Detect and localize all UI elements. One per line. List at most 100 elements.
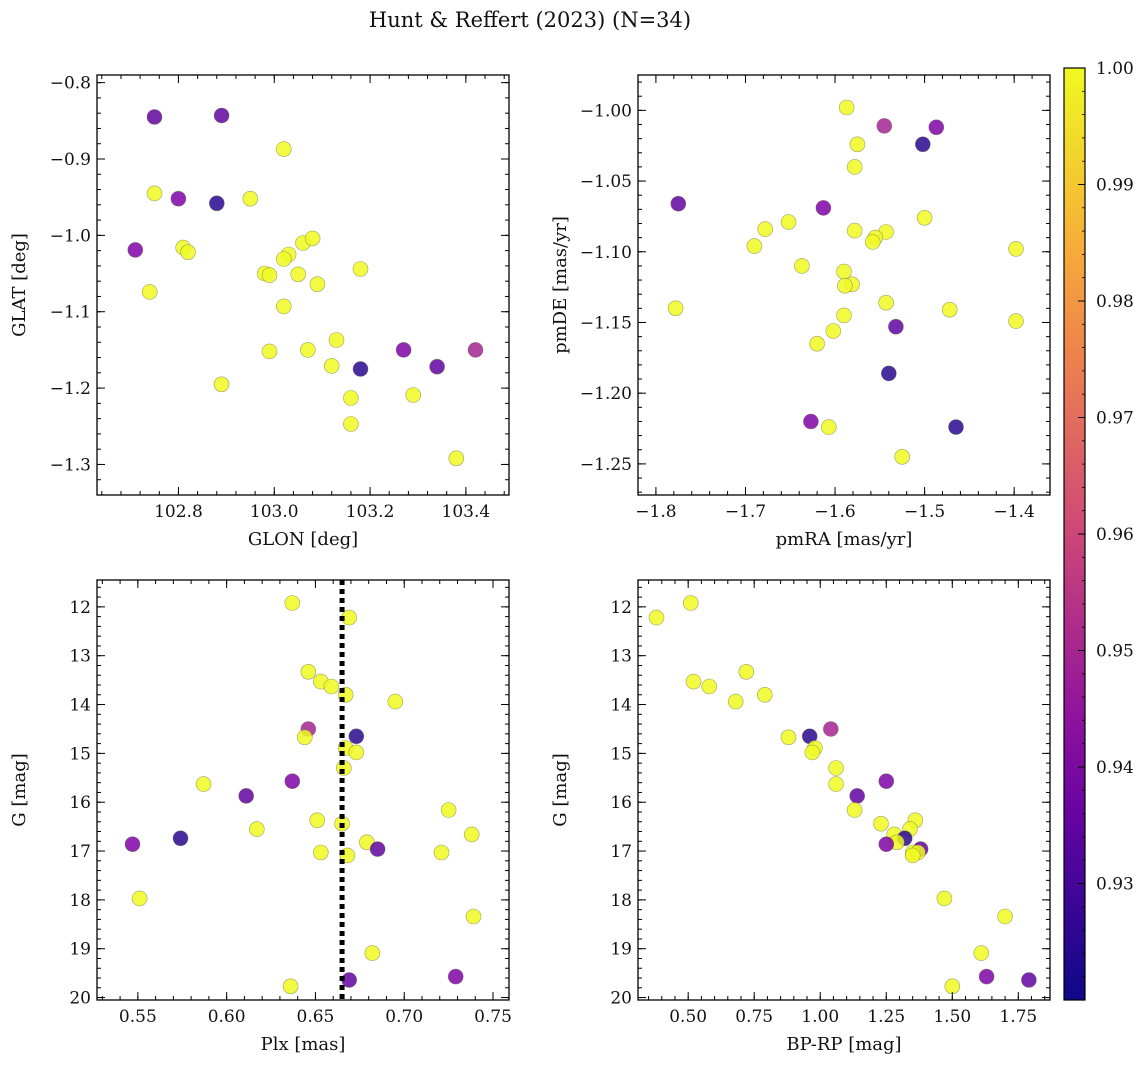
data-point <box>348 728 365 745</box>
y-tick-label: −1.1 <box>50 303 91 323</box>
y-tick-label: 13 <box>610 647 632 667</box>
data-point <box>837 277 853 294</box>
data-point <box>822 721 839 737</box>
data-point <box>803 413 819 430</box>
data-point <box>685 673 702 690</box>
data-point <box>284 773 301 790</box>
panel-glon-glat: 102.8 103.0 103.2 103.4 −0.8 −0.9 −1.0 −1.1 −1.2… <box>9 74 510 550</box>
data-point <box>849 788 866 804</box>
data-point <box>343 416 359 432</box>
y-tick-label: −1.3 <box>50 455 91 475</box>
x-tick-label: −1.6 <box>814 502 855 522</box>
data-point <box>878 294 894 311</box>
data-point <box>309 276 326 293</box>
data-point <box>738 663 755 680</box>
data-point <box>756 686 773 703</box>
ticks <box>97 580 509 1000</box>
data-point <box>275 141 292 157</box>
colorbar-tick-label: 0.95 <box>1096 642 1134 662</box>
data-point <box>948 419 964 435</box>
data-point <box>836 263 852 280</box>
y-tick-label: 20 <box>69 989 91 1009</box>
x-axis-label: Plx [mas] <box>261 1034 346 1055</box>
data-point <box>864 234 881 250</box>
data-point <box>131 890 148 907</box>
x-tick-label: −1.4 <box>994 502 1035 522</box>
x-tick-label: −1.8 <box>635 502 676 522</box>
data-point <box>973 945 990 961</box>
x-tick-label: 0.75 <box>474 1007 512 1027</box>
scatter-points <box>127 107 484 467</box>
data-point <box>296 729 313 746</box>
colorbar-tick-label: 0.98 <box>1096 292 1134 312</box>
y-tick-label: 13 <box>69 647 91 667</box>
y-tick-label: 14 <box>69 696 91 716</box>
data-point <box>195 776 212 792</box>
data-point <box>299 342 316 358</box>
scatter-points <box>648 595 1037 995</box>
data-point <box>300 663 317 680</box>
y-tick-label: −1.20 <box>580 384 632 404</box>
data-point <box>146 185 163 202</box>
x-tick-label: 0.60 <box>208 1007 246 1027</box>
data-point <box>876 118 893 134</box>
scatter-points <box>124 595 482 995</box>
x-tick-label: 103.2 <box>346 502 395 522</box>
data-point <box>369 841 386 857</box>
data-point <box>213 107 230 124</box>
data-point <box>944 978 961 995</box>
data-point <box>448 450 465 467</box>
data-point <box>914 136 931 153</box>
data-point <box>290 266 307 283</box>
ticks <box>637 75 1050 495</box>
data-point <box>997 908 1013 925</box>
data-point <box>670 195 687 212</box>
y-tick-label: 17 <box>69 842 91 862</box>
data-point <box>447 968 464 985</box>
y-tick-label: −1.2 <box>50 379 91 399</box>
ticks <box>97 75 509 496</box>
x-axis-label: BP-RP [mag] <box>786 1034 901 1055</box>
data-point <box>873 815 889 832</box>
data-point <box>794 258 810 274</box>
data-point <box>238 788 254 804</box>
x-axis-label: pmRA [mas/yr] <box>776 529 913 550</box>
data-point <box>727 693 744 710</box>
data-point <box>978 968 995 985</box>
x-tick-label: 103.0 <box>250 502 299 522</box>
data-point <box>815 200 832 216</box>
data-point <box>648 609 665 626</box>
data-point <box>682 595 699 611</box>
data-point <box>467 342 484 358</box>
data-point <box>463 826 480 843</box>
data-point <box>282 978 299 995</box>
y-tick-label: −0.9 <box>50 150 91 170</box>
data-point <box>261 267 278 283</box>
y-tick-label: 12 <box>69 598 91 618</box>
data-point <box>846 159 863 175</box>
data-point <box>364 945 381 961</box>
x-tick-label: 0.75 <box>735 1007 773 1027</box>
data-point <box>180 244 196 260</box>
data-point <box>878 773 895 790</box>
data-point <box>894 448 911 465</box>
data-point <box>820 419 837 435</box>
colorbar-tick-label: 0.97 <box>1096 409 1134 429</box>
data-point <box>809 335 825 352</box>
data-point <box>828 760 844 776</box>
colorbar-tick-label: 0.93 <box>1096 875 1134 895</box>
x-tick-label: 102.8 <box>154 502 203 522</box>
data-point <box>888 318 904 335</box>
subplot-grid: 102.8 103.0 103.2 103.4 −0.8 −0.9 −1.0 −1.1 −1.2… <box>9 74 1051 1055</box>
data-point <box>429 358 445 375</box>
data-point <box>352 261 369 277</box>
data-point <box>780 214 797 230</box>
data-point <box>124 836 141 853</box>
figure-title: Hunt & Reffert (2023) (N=34) <box>369 8 691 32</box>
x-tick-label: 1.50 <box>933 1007 971 1027</box>
ticks <box>638 580 1050 1000</box>
data-point <box>838 99 855 116</box>
y-tick-label: 15 <box>610 744 632 764</box>
y-tick-label: 20 <box>610 989 632 1009</box>
